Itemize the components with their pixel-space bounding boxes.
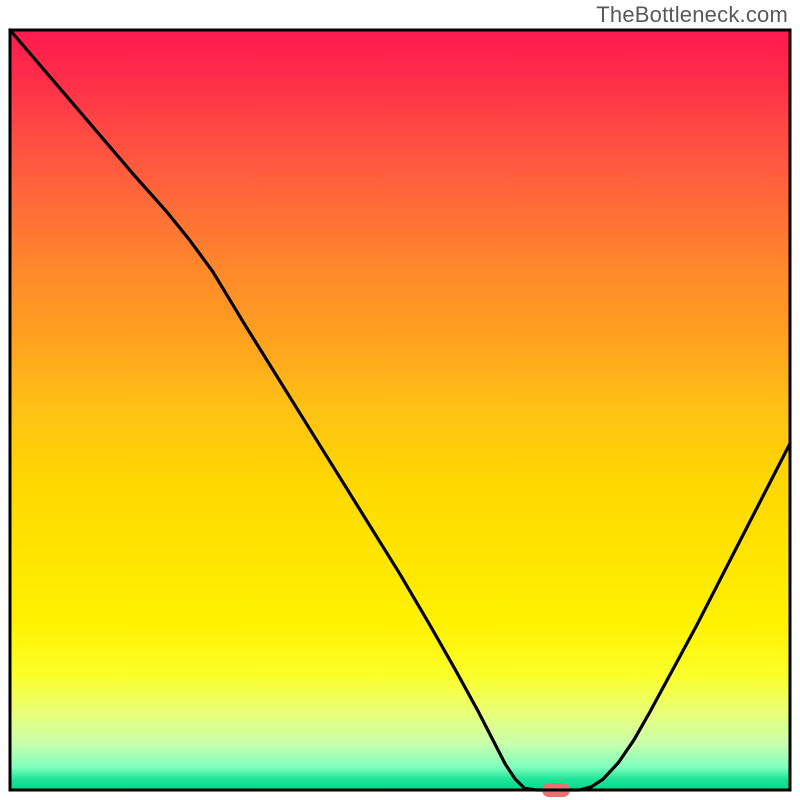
- watermark-text: TheBottleneck.com: [596, 2, 788, 28]
- chart-stage: TheBottleneck.com: [0, 0, 800, 800]
- chart-background: [10, 30, 790, 790]
- chart-svg: [0, 0, 800, 800]
